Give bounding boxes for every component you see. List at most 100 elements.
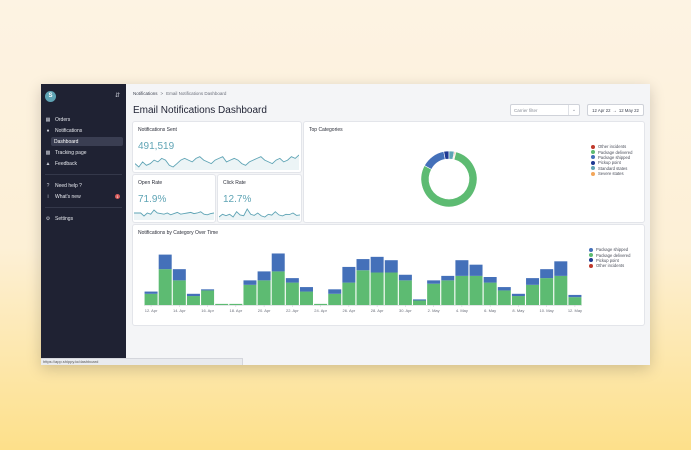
bar-delivered xyxy=(328,293,342,305)
card-title: Notifications by Category Over Time xyxy=(138,230,219,236)
legend-item[interactable]: Pickup point xyxy=(589,258,630,263)
card-title: Click Rate xyxy=(223,180,246,186)
legend-label: Package delivered xyxy=(596,252,631,258)
x-tick-label: 16. Apr xyxy=(201,308,214,313)
breadcrumb-separator: > xyxy=(160,90,164,96)
bar-delivered xyxy=(285,282,299,305)
bar-delivered xyxy=(370,272,384,305)
x-tick-label: 28. Apr xyxy=(371,308,384,313)
carrier-filter-placeholder: Carrier filter xyxy=(514,107,538,113)
bar-shipped xyxy=(201,289,215,291)
bar-shipped xyxy=(342,266,356,283)
bar-shipped xyxy=(172,269,186,281)
bar-delivered xyxy=(413,300,427,305)
legend-item[interactable]: Pickup point xyxy=(591,160,632,165)
date-range-picker[interactable]: 12 Apr 22 → 12 May 22 xyxy=(587,104,644,116)
legend-item[interactable]: Severe states xyxy=(591,171,632,176)
bar-shipped xyxy=(285,278,299,283)
bar-shipped xyxy=(455,260,469,276)
sparkline-area xyxy=(134,210,214,220)
card-value: 71.9% xyxy=(138,194,167,205)
sidebar-item-dashboard[interactable]: Dashboard xyxy=(51,137,123,146)
x-tick-label: 30. Apr xyxy=(399,308,412,313)
legend-item[interactable]: Standard states xyxy=(591,166,632,171)
bell-icon: ● xyxy=(46,127,50,134)
bar-delivered xyxy=(398,280,412,305)
legend-item[interactable]: Package shipped xyxy=(589,247,630,252)
brand-logo[interactable]: S xyxy=(45,90,56,102)
bar-shipped xyxy=(257,271,271,281)
bar-shipped xyxy=(186,293,200,297)
x-tick-label: 24. Apr xyxy=(314,308,327,313)
bar-delivered xyxy=(540,278,554,305)
bar-delivered xyxy=(314,303,328,305)
legend-swatch xyxy=(591,150,595,155)
bar-delivered xyxy=(144,293,158,305)
legend-swatch xyxy=(591,160,595,165)
x-tick-label: 18. Apr xyxy=(229,308,242,313)
legend-swatch xyxy=(591,171,595,176)
chevron-updown-icon[interactable]: ⇵ xyxy=(114,93,120,99)
legend-swatch xyxy=(591,166,595,171)
legend-item[interactable]: Package delivered xyxy=(589,252,631,258)
sparkline-chart xyxy=(134,209,214,220)
sidebar-item-help[interactable]: ? Need help ? xyxy=(41,180,126,191)
sidebar-item-feedback[interactable]: ▲ Feedback xyxy=(41,158,126,169)
help-icon: ? xyxy=(46,182,50,189)
breadcrumb-current: Email Notifications Dashboard xyxy=(166,90,227,96)
bar-shipped xyxy=(568,294,582,298)
top-categories-legend: Other incidents Package delivered Package … xyxy=(591,144,632,176)
breadcrumb: Notifications > Email Notifications Dash… xyxy=(133,89,644,97)
bar-delivered xyxy=(158,269,172,305)
donut-slice xyxy=(453,151,457,160)
legend-item[interactable]: Package shipped xyxy=(591,155,632,160)
donut-chart xyxy=(420,150,478,208)
x-tick-label: 2. May xyxy=(428,308,440,313)
sidebar-item-whats-new[interactable]: i What's new 1 xyxy=(41,191,126,202)
x-tick-label: 14. Apr xyxy=(173,308,186,313)
bar-delivered xyxy=(201,290,215,305)
bar-delivered xyxy=(299,291,313,305)
breadcrumb-root[interactable]: Notifications xyxy=(133,90,158,96)
sparkline-line xyxy=(219,208,300,218)
sidebar-item-label: Need help ? xyxy=(55,182,82,189)
legend-swatch xyxy=(591,155,595,160)
legend-swatch xyxy=(589,253,593,258)
bar-shipped xyxy=(144,291,158,294)
sidebar-item-settings[interactable]: ⚙ Settings xyxy=(41,213,126,224)
carrier-filter-select[interactable]: Carrier filter ⌄ xyxy=(510,104,580,116)
app-window: S ⇵ ▦ Orders ● Notifications Dashboard ▩… xyxy=(41,84,650,365)
sidebar-divider xyxy=(45,174,122,175)
date-start: 12 Apr 22 xyxy=(592,107,611,113)
legend-item[interactable]: Package delivered xyxy=(591,149,632,155)
bar-shipped xyxy=(243,280,257,285)
sparkline-chart xyxy=(219,208,300,220)
card-open-rate: Open Rate 71.9% xyxy=(133,175,215,222)
x-tick-label: 12. Apr xyxy=(145,308,158,313)
sidebar-item-label: Tracking page xyxy=(55,149,87,156)
sidebar-item-label: Settings xyxy=(55,215,74,222)
legend-label: Other incidents xyxy=(598,144,627,150)
chevron-down-icon[interactable]: ⌄ xyxy=(568,105,579,115)
sidebar-item-orders[interactable]: ▦ Orders xyxy=(41,114,126,125)
sidebar-item-notifications[interactable]: ● Notifications xyxy=(41,125,126,136)
bar-shipped xyxy=(497,287,511,291)
legend-item[interactable]: Other incidents xyxy=(591,144,632,149)
sidebar-item-label: Notifications xyxy=(55,127,83,134)
card-category-over-time: Notifications by Category Over Time 12. … xyxy=(133,225,644,325)
card-value: 491,519 xyxy=(138,141,175,152)
card-click-rate: Click Rate 12.7% xyxy=(218,175,301,222)
bar-delivered xyxy=(526,284,540,305)
notification-badge: 1 xyxy=(115,194,120,199)
bar-delivered xyxy=(215,303,229,305)
sparkline-line xyxy=(135,154,299,168)
bar-shipped xyxy=(526,278,540,285)
bar-delivered xyxy=(554,275,568,305)
bar-shipped xyxy=(370,256,384,273)
legend-item[interactable]: Other incidents xyxy=(589,263,630,268)
x-tick-label: 8. May xyxy=(512,308,524,313)
sidebar-item-tracking-page[interactable]: ▩ Tracking page xyxy=(41,147,126,158)
x-tick-label: 20. Apr xyxy=(258,308,271,313)
legend-swatch xyxy=(589,263,593,268)
monitor-icon: ▩ xyxy=(45,149,51,156)
